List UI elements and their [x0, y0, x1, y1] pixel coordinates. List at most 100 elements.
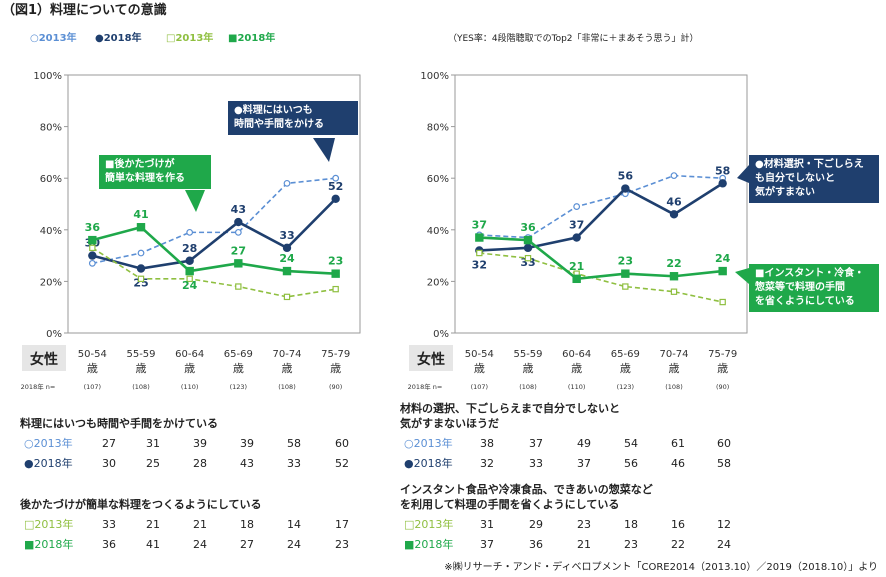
table-row-label: ●2018年 [24, 456, 73, 470]
table-cell: 39 [193, 437, 207, 450]
data-label-3: 36 [85, 221, 101, 234]
table-title: を利用して料理の手間を省くようにしている [400, 497, 619, 511]
series-line-2 [479, 252, 723, 303]
table-row-label: □2013年 [404, 517, 453, 531]
table-cell: 24 [287, 538, 301, 551]
series-point-2 [186, 275, 193, 283]
row-label-box [22, 345, 66, 371]
series-line-1 [92, 197, 337, 270]
table-cell: 38 [480, 437, 494, 450]
n-label: (110) [568, 383, 585, 391]
data-label-3: 22 [666, 257, 681, 270]
data-label-3: 24 [715, 252, 731, 265]
row-label-box [409, 345, 453, 371]
series-line-0 [92, 177, 336, 265]
n-label: (107) [84, 383, 101, 391]
table-cell: 58 [717, 457, 731, 470]
table-cell: 41 [146, 538, 160, 551]
table-cell: 37 [577, 457, 591, 470]
x-tick-label: 65-69 [224, 349, 253, 360]
table-cell: 32 [480, 457, 494, 470]
x-tick-label-unit: 歳 [474, 362, 485, 375]
figure-title: （図1）料理についての意識 [2, 2, 167, 18]
table-cell: 36 [529, 538, 543, 551]
y-tick-label: 0% [46, 329, 62, 340]
callout-right-green-line: ■インスタント・冷食・ [755, 268, 865, 279]
y-tick-label: 40% [427, 226, 449, 237]
source-note: ※㈱リサーチ・アンド・ディベロプメント「CORE2014（2013.10）／20… [444, 560, 878, 573]
table-cell: 21 [193, 518, 207, 531]
x-tick-label-unit: 歳 [136, 362, 147, 375]
callout-right-navy-line: ●材料選択・下ごしらえ [755, 159, 864, 170]
callout-right-navy-line: も自分でしないと [755, 173, 835, 184]
x-tick-label-unit: 歳 [523, 362, 534, 375]
table-cell: 22 [671, 538, 685, 551]
table-cell: 14 [287, 518, 301, 531]
x-tick-label: 55-59 [126, 349, 155, 360]
data-label-1: 32 [472, 258, 487, 271]
data-label-1: 46 [666, 195, 682, 208]
table-cell: 17 [335, 518, 349, 531]
x-tick-label-unit: 歳 [620, 362, 631, 375]
table-row-label: □2013年 [24, 517, 73, 531]
chart-right: 0% 20% 40% 60% 80% 100% 50-54 歳 (107) 55-59 歳 (108)… [408, 71, 749, 391]
plot-frame [454, 74, 748, 334]
series-point-0 [88, 259, 96, 267]
table-cell: 49 [577, 437, 591, 450]
series-point-3 [136, 223, 146, 232]
data-label-3: 23 [618, 255, 633, 268]
table-cell: 18 [624, 518, 638, 531]
table-cell: 60 [335, 437, 349, 450]
data-label-1: 25 [133, 277, 148, 290]
n-label: (108) [278, 383, 295, 391]
table-cell: 27 [240, 538, 254, 551]
plot-frame [67, 74, 361, 334]
callout-pointer-green [735, 268, 749, 284]
series-point-1 [136, 264, 146, 273]
table-cell: 33 [529, 457, 543, 470]
data-label-3: 27 [231, 244, 246, 257]
data-label-3: 36 [520, 221, 536, 234]
table-cell: 60 [717, 437, 731, 450]
callout-left-navy-line: 時間や手間をかける [234, 119, 324, 130]
y-tick-label: 60% [40, 174, 62, 185]
table-cell: 24 [193, 538, 207, 551]
series-point-1 [621, 184, 630, 193]
legend: ○2013年 ●2018年 □2013年 ■2018年 [30, 31, 275, 44]
series-point-2 [332, 285, 339, 293]
x-tick-label: 60-64 [562, 349, 591, 360]
table-row-label: ■2018年 [24, 537, 73, 551]
series-point-1 [669, 210, 679, 219]
callout-pointer-green [185, 190, 205, 212]
table-cell: 39 [240, 437, 254, 450]
n-label: (123) [230, 383, 247, 391]
table-cell: 61 [671, 437, 685, 450]
y-tick-label: 40% [40, 226, 62, 237]
callout-right-navy: ●材料選択・下ごしらえ も自分でしないと 気がすまない [749, 155, 879, 203]
series-point-0 [670, 172, 678, 180]
series-point-2 [524, 254, 532, 262]
series-point-2 [476, 249, 483, 257]
callout-left-green-line: ■後かたづけが [105, 159, 175, 170]
callout-right-green-line: を省くようにしている [755, 296, 855, 307]
x-tick-label: 60-64 [175, 349, 204, 360]
table-cell: 33 [287, 457, 301, 470]
series-point-3 [621, 269, 630, 278]
legend-item-1: ●2018年 [95, 31, 142, 44]
series-point-2 [719, 298, 726, 306]
y-tick-label: 60% [427, 174, 449, 185]
x-tick-label: 55-59 [513, 349, 542, 360]
data-label-3: 24 [279, 252, 295, 265]
table-cell: 29 [529, 518, 543, 531]
table-cell: 31 [480, 518, 494, 531]
n-label: (110) [181, 383, 198, 391]
callout-left-navy-line: ●料理にはいつも [234, 105, 313, 116]
table-cell: 37 [480, 538, 494, 551]
series-point-2 [622, 283, 629, 290]
series-point-0 [283, 179, 291, 187]
table-title: 材料の選択、下ごしらえまで自分でしないと [400, 401, 620, 415]
data-label-3: 37 [472, 219, 487, 232]
callout-left-navy: ●料理にはいつも 時間や手間をかける [228, 101, 358, 135]
table-cell: 25 [146, 457, 160, 470]
